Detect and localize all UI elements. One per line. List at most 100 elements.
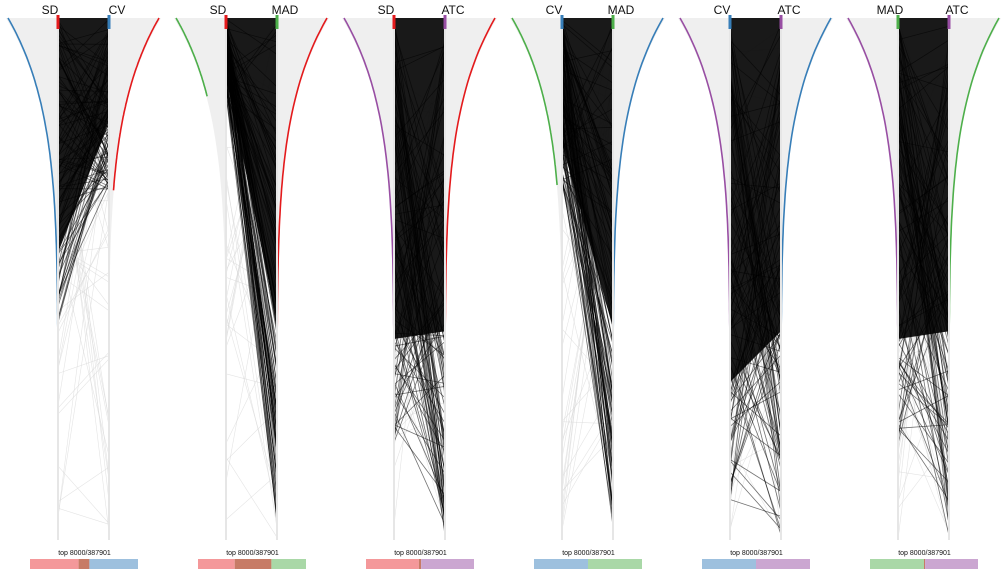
- rank-connection-core: [58, 18, 109, 253]
- rank-connection-line: [393, 426, 446, 496]
- rank-connection-line: [897, 393, 950, 464]
- background-connection-line: [57, 116, 110, 517]
- rank-connection-line: [729, 391, 782, 420]
- rank-connection-core: [226, 18, 277, 322]
- rank-connection-line: [57, 153, 110, 266]
- bar-right-only: [421, 559, 474, 569]
- right-distribution-band: [613, 18, 665, 540]
- rank-connection-line: [729, 362, 782, 536]
- bar-overlap: [418, 559, 422, 569]
- rank-connection-line: [393, 364, 446, 441]
- bar-left-only: [534, 559, 588, 569]
- left-distribution-band: [846, 18, 898, 540]
- background-connection-line: [57, 273, 110, 311]
- right-value-curve: [112, 17, 160, 191]
- background-connection-line: [225, 373, 278, 388]
- background-connection-line: [57, 355, 110, 374]
- right-distribution-band: [949, 18, 1001, 540]
- right-method-label: ATC: [777, 3, 800, 17]
- right-method-marker: [779, 15, 783, 29]
- left-method-marker: [728, 15, 732, 29]
- rank-connection-line: [897, 319, 950, 474]
- rank-connection-line: [729, 354, 782, 412]
- rank-connection-core: [730, 18, 781, 383]
- left-method-marker: [560, 15, 564, 29]
- rank-connection-line: [897, 382, 950, 426]
- rank-connection-line: [393, 391, 446, 474]
- bar-right-only: [588, 559, 642, 569]
- background-connection-line: [57, 164, 110, 369]
- background-connection-line: [57, 465, 110, 524]
- rank-connection-line: [729, 333, 782, 402]
- background-connection-line: [561, 390, 614, 478]
- top-n-label: top 8000/387901: [562, 550, 615, 557]
- panel-cv-mad: CV MAD top 8000/387901: [510, 3, 665, 569]
- bar-right-only: [756, 559, 810, 569]
- left-method-label: CV: [714, 3, 731, 17]
- left-method-label: SD: [42, 3, 59, 17]
- background-connection-line: [897, 358, 950, 502]
- rank-connection-line: [57, 180, 110, 255]
- panel-cv-atc: CV ATC top 8000/387901: [678, 3, 833, 569]
- right-method-marker: [611, 15, 615, 29]
- background-connection-line: [897, 411, 950, 533]
- background-connection-line: [225, 293, 278, 511]
- rank-connection-line: [561, 157, 614, 416]
- right-distribution-band: [277, 18, 329, 540]
- right-method-marker: [443, 15, 447, 29]
- rank-connection-line: [729, 330, 782, 484]
- background-connection-line: [729, 353, 782, 530]
- background-connection-line: [57, 247, 110, 254]
- bar-right-only: [89, 559, 138, 569]
- bar-overlap: [924, 559, 926, 569]
- background-connection-line: [57, 100, 110, 369]
- bar-left-only: [702, 559, 756, 569]
- background-connection-line: [225, 181, 278, 445]
- top-n-label: top 8000/387901: [58, 550, 111, 557]
- background-connection-line: [561, 421, 614, 425]
- right-method-label: MAD: [608, 3, 635, 17]
- rank-connection-line: [57, 139, 110, 320]
- background-connection-line: [57, 246, 110, 278]
- background-connection-line: [57, 247, 110, 456]
- bar-left-only: [30, 559, 79, 569]
- top-n-label: top 8000/387901: [226, 550, 279, 557]
- rank-connection-line: [225, 83, 278, 508]
- left-method-label: CV: [546, 3, 563, 17]
- right-method-marker: [947, 15, 951, 29]
- rank-connection-line: [897, 395, 950, 423]
- rank-connection-line: [897, 428, 950, 483]
- left-method-marker: [392, 15, 396, 29]
- rank-connection-line: [729, 331, 782, 443]
- bar-right-only: [271, 559, 306, 569]
- background-connection-line: [897, 471, 950, 480]
- panel-sd-atc: SD ATC top 8000/387901: [342, 3, 497, 569]
- background-connection-line: [225, 277, 278, 297]
- rank-connection-line: [729, 499, 782, 517]
- background-connection-line: [897, 343, 950, 357]
- panel-mad-atc: MAD ATC top 8000/387901: [846, 3, 1001, 569]
- bar-right-only: [925, 559, 978, 569]
- left-method-marker: [896, 15, 900, 29]
- right-method-marker: [275, 15, 279, 29]
- right-method-marker: [107, 15, 111, 29]
- left-distribution-band: [678, 18, 730, 540]
- bar-overlap: [78, 559, 90, 569]
- background-connection-line: [561, 411, 614, 493]
- top-n-label: top 8000/387901: [730, 550, 783, 557]
- right-distribution-band: [109, 18, 161, 540]
- background-connection-line: [57, 272, 110, 311]
- rank-connection-line: [897, 364, 950, 475]
- rank-connection-line: [393, 340, 446, 424]
- panel-sd-mad: SD MAD top 8000/387901: [174, 3, 329, 569]
- bar-left-only: [198, 559, 235, 569]
- left-method-label: SD: [210, 3, 227, 17]
- rank-connection-line: [729, 471, 782, 530]
- rank-connection-line: [57, 183, 110, 296]
- right-distribution-band: [445, 18, 497, 540]
- background-connection-line: [57, 236, 110, 306]
- background-connection-line: [225, 457, 278, 538]
- top-n-label: top 8000/387901: [394, 550, 447, 557]
- background-connection-line: [57, 466, 110, 503]
